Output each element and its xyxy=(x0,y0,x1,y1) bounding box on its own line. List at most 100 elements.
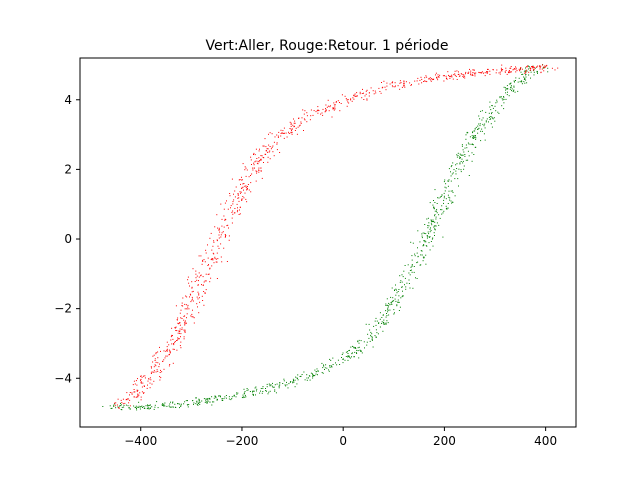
red-point xyxy=(298,117,299,119)
green-point xyxy=(394,298,396,300)
green-point xyxy=(358,339,360,341)
red-point xyxy=(448,74,449,76)
red-point xyxy=(172,338,174,340)
green-point xyxy=(376,336,377,338)
green-point xyxy=(461,154,463,156)
green-point xyxy=(488,112,490,114)
green-point xyxy=(385,316,387,318)
red-point xyxy=(238,197,240,199)
green-point xyxy=(196,404,198,405)
green-point xyxy=(120,404,122,406)
red-point xyxy=(163,350,165,352)
red-point xyxy=(226,225,228,227)
green-point xyxy=(408,279,410,281)
red-point xyxy=(399,82,401,84)
green-point xyxy=(465,138,467,140)
green-point xyxy=(398,310,400,311)
green-point xyxy=(425,245,427,247)
red-point xyxy=(209,267,211,269)
green-point xyxy=(297,374,299,376)
red-point xyxy=(233,193,234,195)
green-point xyxy=(256,390,257,392)
red-point xyxy=(300,121,302,123)
red-point xyxy=(255,170,257,172)
green-point xyxy=(390,296,392,298)
green-point xyxy=(180,406,182,407)
red-point xyxy=(184,331,186,333)
green-point xyxy=(467,150,469,152)
green-point xyxy=(360,340,362,342)
green-point xyxy=(375,329,377,331)
red-point xyxy=(231,222,233,224)
green-point xyxy=(477,132,479,134)
green-point xyxy=(317,370,319,372)
green-point xyxy=(537,72,538,74)
red-point xyxy=(245,198,247,200)
red-point xyxy=(272,151,274,153)
red-point xyxy=(261,155,263,157)
green-point xyxy=(205,400,207,402)
green-point xyxy=(522,73,524,75)
red-point xyxy=(212,259,214,261)
red-point xyxy=(543,66,545,68)
red-point xyxy=(259,160,261,161)
red-point xyxy=(277,136,279,138)
red-point xyxy=(356,92,358,94)
green-point xyxy=(483,125,485,127)
red-point xyxy=(171,343,173,345)
green-point xyxy=(385,303,387,305)
red-point xyxy=(502,69,504,70)
green-point xyxy=(164,405,166,407)
red-point xyxy=(472,69,474,71)
green-point xyxy=(430,220,432,222)
red-point xyxy=(139,392,141,394)
red-point xyxy=(448,75,450,77)
red-point xyxy=(290,125,292,127)
green-point xyxy=(361,352,363,354)
green-point xyxy=(329,358,331,360)
red-point xyxy=(191,291,193,293)
red-point xyxy=(155,371,157,373)
red-point xyxy=(334,104,336,106)
red-point xyxy=(192,309,193,311)
red-point xyxy=(356,95,358,97)
red-point xyxy=(471,73,473,75)
red-point xyxy=(279,152,281,153)
green-point xyxy=(339,364,341,365)
green-point xyxy=(411,259,413,261)
red-point xyxy=(241,198,243,200)
red-point xyxy=(237,209,239,211)
green-point xyxy=(489,106,491,108)
red-point xyxy=(340,103,342,104)
green-point xyxy=(207,398,209,400)
red-point xyxy=(325,110,327,112)
green-point xyxy=(471,135,473,137)
green-point xyxy=(524,78,526,80)
red-point xyxy=(458,71,459,73)
red-point xyxy=(269,146,271,147)
green-point xyxy=(491,112,493,113)
red-point xyxy=(198,297,200,299)
green-point xyxy=(315,373,317,375)
red-point xyxy=(326,106,328,108)
red-point xyxy=(244,169,246,171)
red-point xyxy=(153,371,155,373)
green-point xyxy=(425,241,427,243)
red-point xyxy=(244,166,246,168)
green-point xyxy=(387,307,389,309)
red-point xyxy=(154,364,156,366)
green-point xyxy=(146,408,148,410)
red-point xyxy=(128,402,130,404)
green-point xyxy=(349,349,350,351)
green-point xyxy=(228,396,230,398)
green-point xyxy=(484,127,486,129)
red-point xyxy=(318,110,320,112)
green-point xyxy=(521,74,523,75)
green-point xyxy=(383,323,385,325)
red-point xyxy=(431,79,433,81)
green-point xyxy=(490,123,492,125)
red-point xyxy=(542,64,543,66)
y-tick-label: 4 xyxy=(64,93,72,107)
green-point xyxy=(389,303,391,305)
green-point xyxy=(244,394,246,396)
